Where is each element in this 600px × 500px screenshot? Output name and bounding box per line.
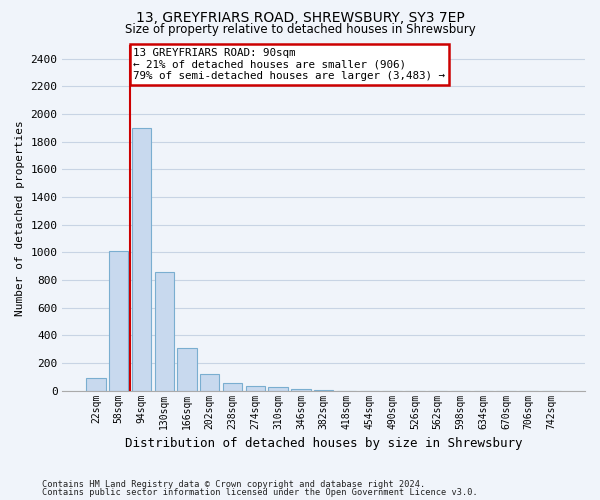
X-axis label: Distribution of detached houses by size in Shrewsbury: Distribution of detached houses by size …	[125, 437, 523, 450]
Bar	[245, 386, 265, 390]
Text: 13 GREYFRIARS ROAD: 90sqm
← 21% of detached houses are smaller (906)
79% of semi: 13 GREYFRIARS ROAD: 90sqm ← 21% of detac…	[133, 48, 445, 81]
Text: Size of property relative to detached houses in Shrewsbury: Size of property relative to detached ho…	[125, 24, 475, 36]
Bar	[86, 378, 106, 390]
Bar	[132, 128, 151, 390]
Bar	[155, 272, 174, 390]
Bar	[268, 387, 288, 390]
Bar	[223, 383, 242, 390]
Bar	[200, 374, 220, 390]
Text: Contains HM Land Registry data © Crown copyright and database right 2024.: Contains HM Land Registry data © Crown c…	[42, 480, 425, 489]
Text: Contains public sector information licensed under the Open Government Licence v3: Contains public sector information licen…	[42, 488, 478, 497]
Y-axis label: Number of detached properties: Number of detached properties	[15, 120, 25, 316]
Text: 13, GREYFRIARS ROAD, SHREWSBURY, SY3 7EP: 13, GREYFRIARS ROAD, SHREWSBURY, SY3 7EP	[136, 12, 464, 26]
Bar	[178, 348, 197, 391]
Bar	[109, 251, 128, 390]
